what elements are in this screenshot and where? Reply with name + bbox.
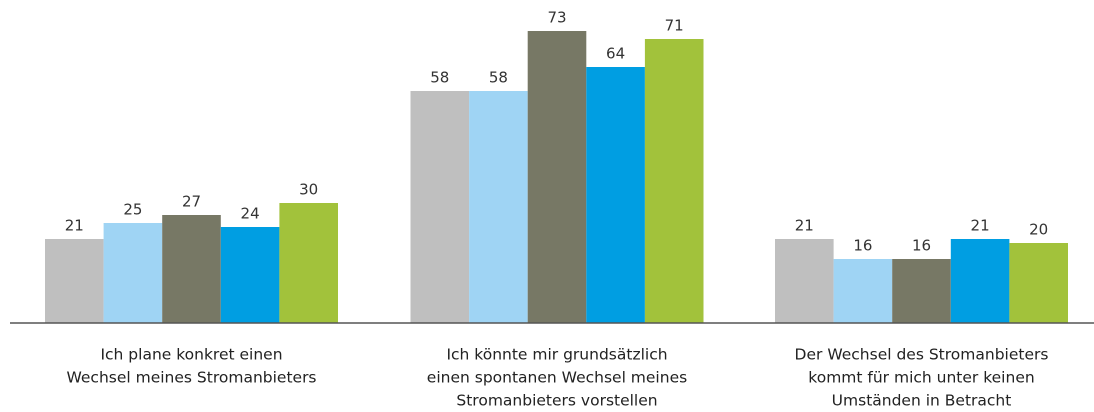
bar [279, 203, 338, 323]
value-label: 27 [182, 193, 201, 211]
value-label: 21 [795, 217, 814, 235]
value-label: 20 [1029, 221, 1048, 239]
bar [1009, 243, 1068, 323]
category-label: einen spontanen Wechsel meines [427, 369, 687, 387]
bar [220, 227, 280, 323]
bar [45, 239, 104, 323]
bar [103, 223, 163, 323]
bar [469, 91, 528, 323]
category-label: kommt für mich unter keinen [808, 369, 1034, 387]
bar [586, 67, 645, 323]
category-label: Umständen in Betracht [832, 392, 1012, 410]
value-label: 73 [547, 9, 566, 27]
value-label: 24 [241, 205, 260, 223]
category-label: Der Wechsel des Stromanbieters [795, 346, 1049, 364]
bar [527, 31, 587, 323]
value-label: 21 [971, 217, 990, 235]
value-label: 21 [65, 217, 84, 235]
category-label: Stromanbieters vorstellen [456, 392, 657, 410]
category-label: Wechsel meines Stromanbieters [66, 369, 316, 387]
bar [162, 215, 221, 323]
value-label: 71 [665, 17, 684, 35]
bar [892, 259, 951, 323]
value-label: 64 [606, 45, 625, 63]
value-label: 58 [489, 69, 508, 87]
bar [775, 239, 834, 323]
value-label: 30 [299, 181, 318, 199]
value-label: 16 [853, 237, 872, 255]
bar [644, 39, 704, 323]
value-label: 25 [123, 201, 142, 219]
value-label: 58 [430, 69, 449, 87]
value-label: 16 [912, 237, 931, 255]
bar [833, 259, 893, 323]
bar [410, 91, 470, 323]
category-label: Ich plane konkret einen [100, 346, 282, 364]
bar [950, 239, 1010, 323]
category-label: Ich könnte mir grundsätzlich [446, 346, 667, 364]
